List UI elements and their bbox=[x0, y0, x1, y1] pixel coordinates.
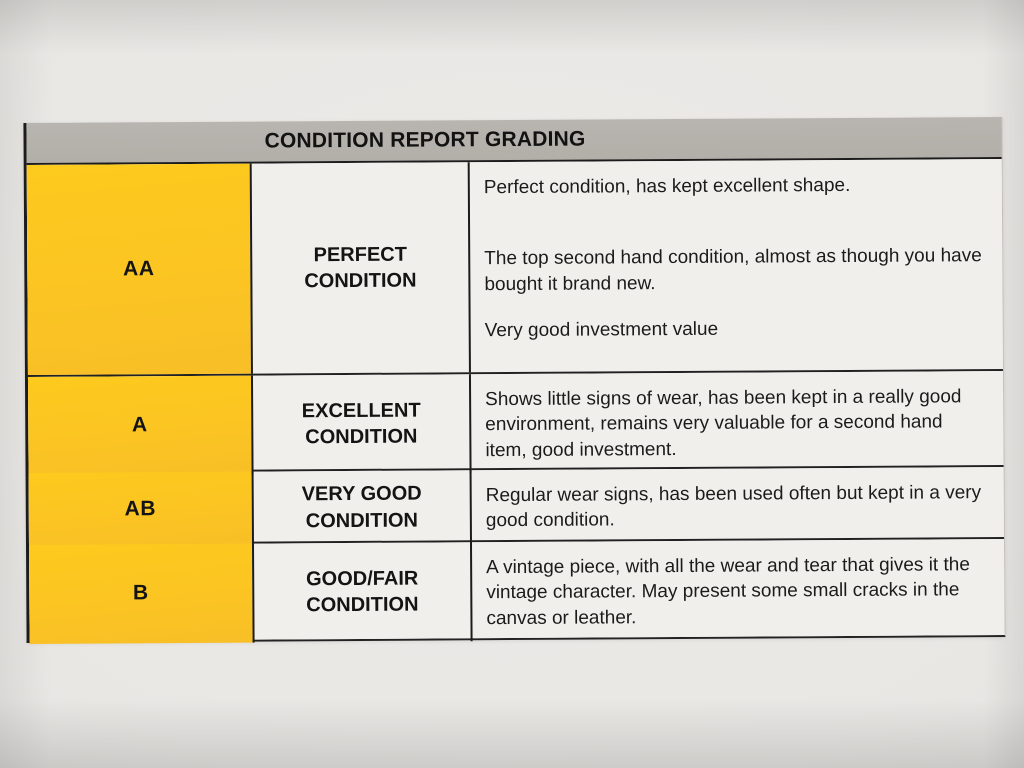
condition-cell: PERFECT CONDITION bbox=[251, 162, 471, 374]
description-paragraph: Perfect condition, has kept excellent sh… bbox=[483, 174, 851, 199]
description-paragraph: A vintage piece, with all the wear and t… bbox=[486, 554, 970, 629]
grade-cell: AA bbox=[26, 163, 253, 375]
condition-report-grading-table: CONDITION REPORT GRADING AA PERFECT COND… bbox=[23, 117, 1006, 644]
condition-cell: GOOD/FAIR CONDITION bbox=[253, 542, 473, 643]
table-row-ab: AB VERY GOOD CONDITION Regular wear sign… bbox=[28, 467, 1004, 547]
table-row-b: B GOOD/FAIR CONDITION A vintage piece, w… bbox=[28, 539, 1005, 644]
description-paragraph: Regular wear signs, has been used often … bbox=[485, 482, 982, 532]
grade-cell: A bbox=[27, 375, 254, 476]
description-cell: Shows little signs of wear, has been kep… bbox=[471, 371, 1004, 473]
condition-label: EXCELLENT CONDITION bbox=[301, 399, 421, 449]
description-cell: Perfect condition, has kept excellent sh… bbox=[470, 159, 1003, 372]
table-row-a: A EXCELLENT CONDITION Shows little signs… bbox=[27, 371, 1004, 476]
description-paragraph: Very good investment value bbox=[484, 318, 719, 341]
table-header-bar: CONDITION REPORT GRADING bbox=[26, 117, 1002, 165]
condition-cell: EXCELLENT CONDITION bbox=[252, 374, 472, 475]
table-row-aa: AA PERFECT CONDITION Perfect condition, … bbox=[26, 159, 1003, 377]
grade-cell: AB bbox=[28, 471, 255, 547]
description-cell: Regular wear signs, has been used often … bbox=[472, 467, 1004, 544]
description-paragraph: Shows little signs of wear, has been kep… bbox=[485, 386, 962, 461]
condition-label: VERY GOOD CONDITION bbox=[301, 482, 422, 533]
grade-cell: B bbox=[28, 543, 255, 644]
condition-label: PERFECT CONDITION bbox=[304, 243, 417, 293]
description-paragraph: The top second hand condition, almost as… bbox=[484, 245, 982, 295]
condition-label: GOOD/FAIR CONDITION bbox=[306, 567, 419, 617]
condition-cell: VERY GOOD CONDITION bbox=[253, 470, 472, 546]
description-cell: A vintage piece, with all the wear and t… bbox=[472, 539, 1005, 641]
table-title: CONDITION REPORT GRADING bbox=[264, 127, 586, 153]
